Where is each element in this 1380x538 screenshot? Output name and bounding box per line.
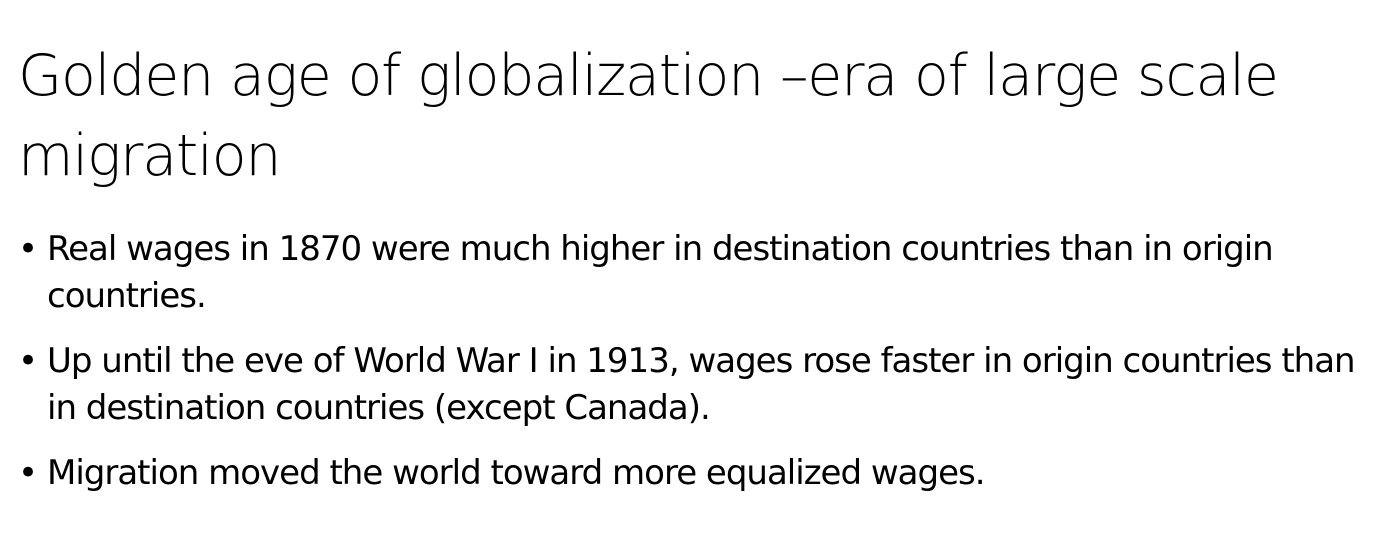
bullet-item: • Real wages in 1870 were much higher in… <box>18 226 1362 320</box>
bullet-icon: • <box>18 341 38 381</box>
bullet-list: • Real wages in 1870 were much higher in… <box>18 226 1362 497</box>
bullet-icon: • <box>18 229 38 269</box>
bullet-item: • Migration moved the world toward more … <box>18 450 1362 497</box>
bullet-text: Migration moved the world toward more eq… <box>47 453 986 493</box>
bullet-text: Real wages in 1870 were much higher in d… <box>47 229 1274 316</box>
bullet-icon: • <box>18 453 38 493</box>
slide-title: Golden age of globalization –era of larg… <box>18 43 1279 189</box>
bullet-item: • Up until the eve of World War I in 191… <box>18 338 1362 432</box>
bullet-text: Up until the eve of World War I in 1913,… <box>47 341 1356 428</box>
